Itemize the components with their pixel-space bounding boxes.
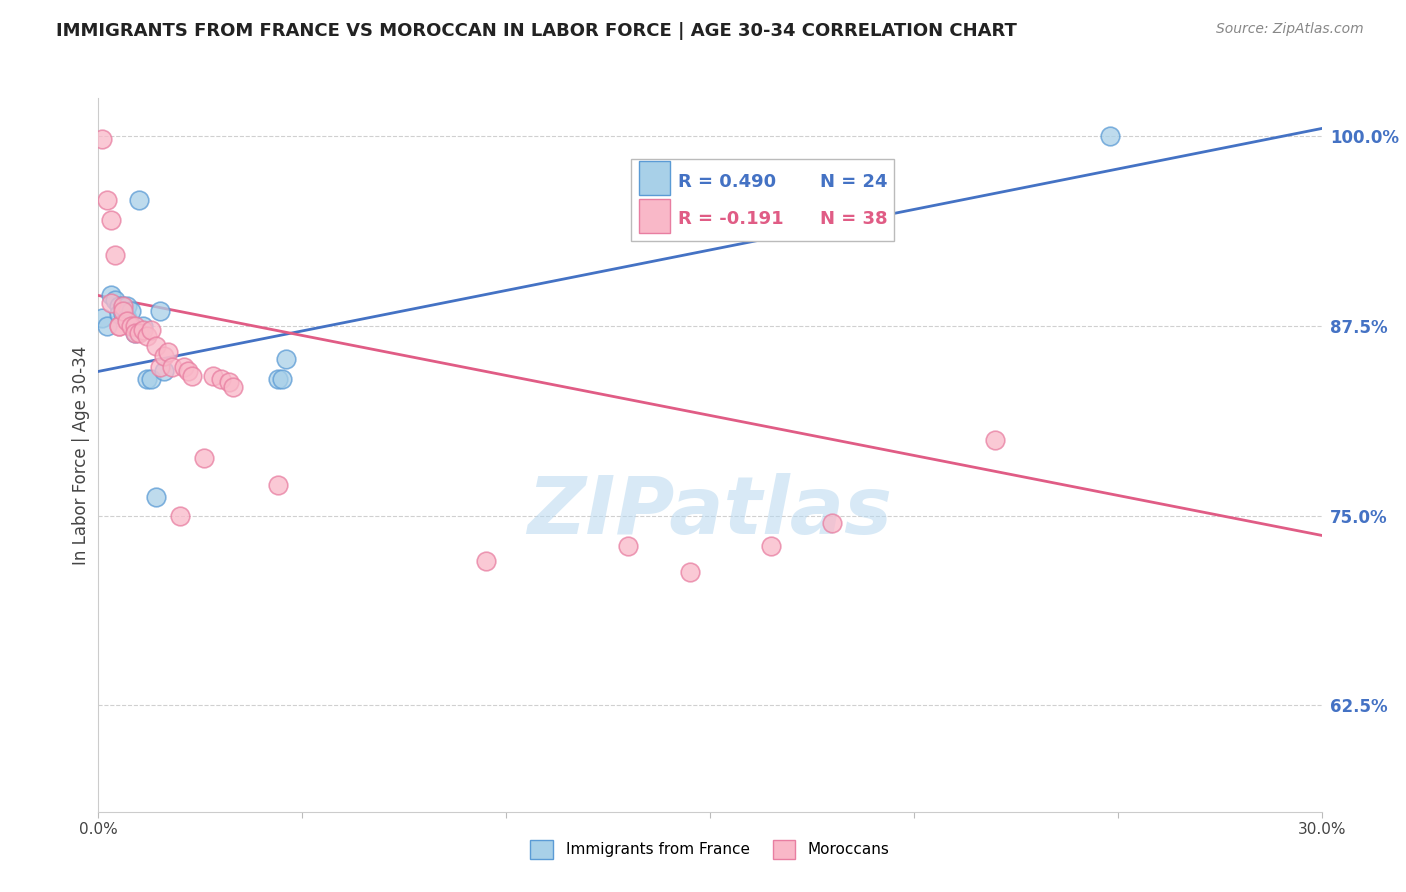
Point [108,299,131,313]
Text: R = -0.191: R = -0.191 [678,210,785,227]
Point [120,318,142,333]
Point [141,372,163,386]
Point [115,311,138,326]
Point [156,344,179,359]
Y-axis label: In Labor Force | Age 30-34: In Labor Force | Age 30-34 [72,345,90,565]
Point [115,314,138,328]
Point [474,554,498,568]
Point [96,193,118,207]
Text: N = 38: N = 38 [820,210,889,227]
Point [91,311,114,326]
Point [274,352,297,367]
Point [193,450,215,465]
Point [181,368,204,383]
Point [124,318,146,333]
Point [152,349,174,363]
Point [115,299,138,313]
Point [267,372,290,386]
Point [91,132,114,146]
Point [173,359,195,374]
Point [111,307,134,321]
Point [111,299,134,313]
Point [1098,129,1121,144]
Point [108,318,131,333]
Point [108,318,131,333]
Point [222,379,245,393]
Point [104,293,127,307]
Point [152,364,174,378]
Point [209,372,232,386]
Point [120,303,142,318]
Point [120,318,142,333]
Point [201,368,224,383]
Point [132,323,155,337]
Point [149,359,172,374]
Point [136,372,159,386]
Point [128,193,150,207]
Point [100,296,122,310]
Point [128,326,150,341]
Text: IMMIGRANTS FROM FRANCE VS MOROCCAN IN LABOR FORCE | AGE 30-34 CORRELATION CHART: IMMIGRANTS FROM FRANCE VS MOROCCAN IN LA… [56,22,1017,40]
Point [111,303,134,318]
Point [149,303,172,318]
Point [100,288,122,302]
Point [100,212,122,227]
Point [169,508,191,523]
Point [984,433,1007,447]
Point [124,326,146,341]
Text: ZIPatlas: ZIPatlas [527,473,893,551]
Point [270,372,294,386]
Point [108,307,131,321]
Point [141,323,163,337]
Point [177,364,200,378]
Point [821,516,844,531]
Point [145,491,167,505]
Point [267,478,290,492]
Point [104,247,127,261]
Point [160,359,183,374]
Point [136,329,159,343]
Point [145,338,167,352]
Point [761,539,783,553]
Point [132,318,155,333]
Point [218,375,240,389]
Point [124,326,146,341]
Point [96,318,118,333]
Text: N = 24: N = 24 [820,173,887,191]
Text: R = 0.490: R = 0.490 [678,173,776,191]
Legend: Immigrants from France, Moroccans: Immigrants from France, Moroccans [524,834,896,864]
Text: Source: ZipAtlas.com: Source: ZipAtlas.com [1216,22,1364,37]
Point [617,539,640,553]
Point [679,565,702,579]
Point [111,299,134,313]
